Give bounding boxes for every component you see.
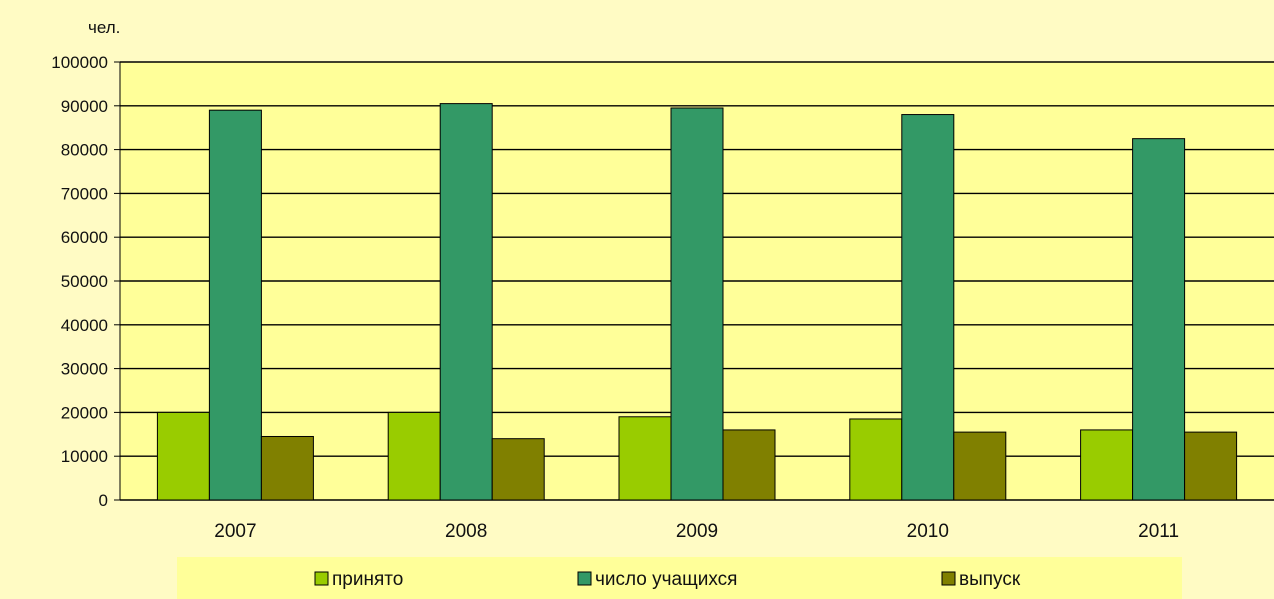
bar-1-2009 [618, 416, 672, 501]
bars [156, 103, 1238, 501]
bar-1-2010 [849, 418, 903, 501]
bar-2-2009 [670, 107, 724, 501]
x-tick-label: 2010 [907, 521, 949, 542]
y-tick-label: 90000 [61, 97, 108, 116]
y-tick-label: 100000 [51, 53, 108, 72]
legend-label: выпуск [959, 569, 1021, 590]
bar-3-2009 [722, 429, 776, 501]
legend: принято число учащихся выпуск [177, 557, 1182, 599]
bar-3-2007 [260, 435, 314, 501]
legend-swatch [577, 571, 592, 586]
x-axis-ticks: 2007 2008 2009 2010 2011 [214, 521, 1179, 542]
y-tick-label: 60000 [61, 228, 108, 247]
legend-label: число учащихся [595, 569, 737, 590]
legend-swatch [314, 571, 329, 586]
bar-1-2008 [387, 411, 441, 501]
x-tick-label: 2009 [676, 521, 718, 542]
y-tick-label: 0 [99, 491, 108, 510]
x-tick-label: 2008 [445, 521, 487, 542]
bar-3-2008 [491, 438, 545, 501]
bar-1-2011 [1080, 429, 1134, 501]
y-tick-label: 10000 [61, 447, 108, 466]
bar-2-2010 [901, 114, 955, 501]
y-tick-label: 40000 [61, 316, 108, 335]
legend-background [177, 557, 1182, 599]
y-tick-label: 50000 [61, 272, 108, 291]
bar-3-2010 [953, 431, 1007, 501]
x-tick-label: 2007 [214, 521, 256, 542]
bar-2-2011 [1132, 138, 1186, 501]
y-tick-label: 70000 [61, 184, 108, 203]
bar-1-2007 [156, 411, 210, 501]
legend-label: принято [332, 569, 403, 590]
bar-2-2007 [208, 109, 262, 501]
bar-3-2011 [1184, 431, 1238, 501]
y-tick-label: 80000 [61, 141, 108, 160]
y-tick-label: 20000 [61, 403, 108, 422]
legend-swatch [941, 571, 956, 586]
bar-2-2008 [439, 103, 493, 501]
y-axis-ticks: 0 10000 20000 30000 40000 50000 60000 70000 8000… [51, 53, 121, 510]
y-axis-label: чел. [88, 18, 120, 37]
x-tick-label: 2011 [1138, 521, 1179, 542]
y-tick-label: 30000 [61, 360, 108, 379]
